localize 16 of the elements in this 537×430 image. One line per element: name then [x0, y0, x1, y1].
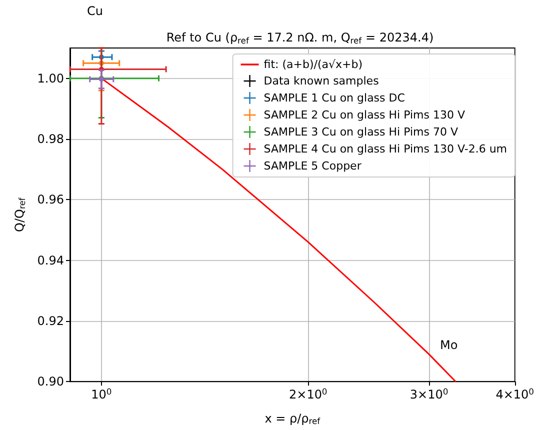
y-tick-label: 0.94 — [37, 253, 64, 268]
legend-label: SAMPLE 2 Cu on glass Hi Pims 130 V — [264, 108, 466, 122]
legend-label: SAMPLE 5 Copper — [264, 160, 362, 172]
y-tick-label: 1.00 — [37, 71, 64, 86]
y-tick-label: 0.98 — [37, 132, 64, 146]
annotation: Mo — [440, 338, 458, 352]
legend-label: SAMPLE 4 Cu on glass Hi Pims 130 V-2.6 um — [264, 142, 508, 156]
text: Cu — [87, 4, 103, 18]
y-axis-title: Q/Qref — [12, 196, 27, 232]
legend-label: fit: (a+b)/(a√x+b) — [264, 58, 362, 71]
legend-label: SAMPLE 3 Cu on glass Hi Pims 70 V — [264, 126, 458, 138]
y-tick-label: 0.96 — [37, 192, 64, 207]
legend-label: SAMPLE 1 Cu on glass DC — [264, 92, 406, 104]
y-tick-label: 0.90 — [37, 374, 64, 389]
y-tick-label: 0.92 — [37, 314, 64, 328]
legend-label: Data known samples — [264, 74, 380, 88]
